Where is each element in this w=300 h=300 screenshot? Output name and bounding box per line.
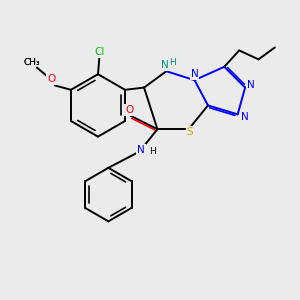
Text: H: H [169,58,176,68]
Text: N: N [241,112,249,122]
Text: O: O [47,74,55,84]
Text: O: O [125,105,133,115]
Text: CH₃: CH₃ [23,58,40,67]
Text: CH₃: CH₃ [23,58,40,67]
Text: Cl: Cl [94,47,105,57]
Text: N: N [137,145,145,155]
Text: N: N [191,69,199,79]
Text: N: N [161,60,169,70]
Text: N: N [247,80,255,90]
Text: O: O [47,74,55,84]
Text: S: S [187,127,194,137]
Text: H: H [149,147,155,156]
Text: Cl: Cl [94,47,105,57]
